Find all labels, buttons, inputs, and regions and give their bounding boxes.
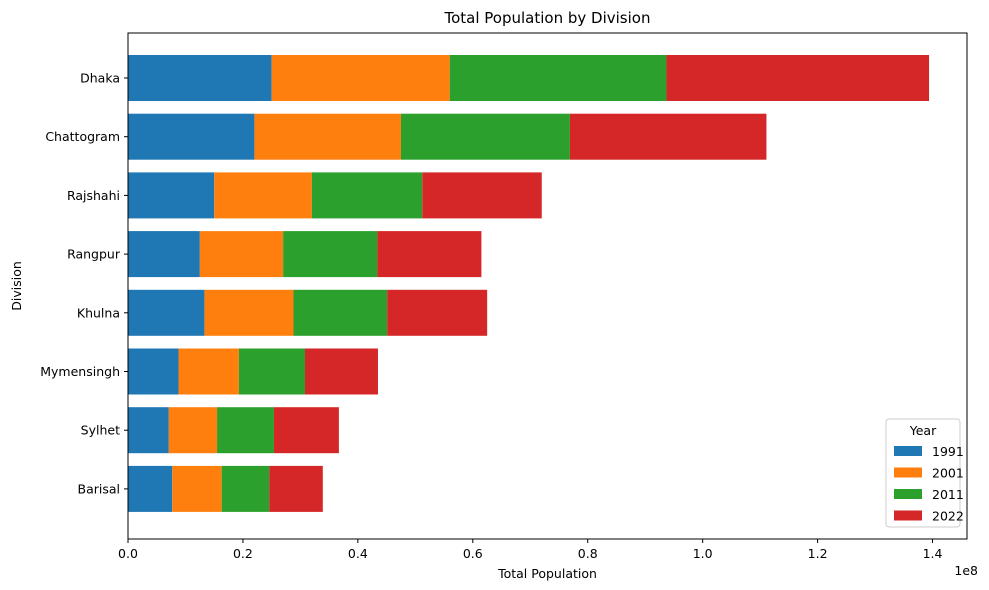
y-tick-label: Rajshahi <box>67 188 120 203</box>
legend-swatch-2011 <box>894 489 922 499</box>
bar-sylhet-2001 <box>168 407 218 454</box>
plot-frame <box>127 32 968 540</box>
legend-label-2011: 2011 <box>932 487 964 502</box>
bar-rangpur-2022 <box>377 231 482 278</box>
bar-khulna-2001 <box>204 289 294 336</box>
y-tick-label: Mymensingh <box>40 364 120 379</box>
bar-khulna-1991 <box>128 289 205 336</box>
x-axis: 0.0 0.2 0.4 0.6 0.8 1.0 1.2 1.4 <box>118 539 943 561</box>
legend-label-1991: 1991 <box>932 444 964 459</box>
bar-mymensingh-2001 <box>178 348 239 395</box>
bar-rangpur-2001 <box>199 231 284 278</box>
bar-barisal-2022 <box>269 465 323 512</box>
y-tick-label: Sylhet <box>81 423 120 438</box>
y-tick-label: Dhaka <box>80 71 120 86</box>
bars-layer <box>128 55 930 512</box>
x-tick-label: 0.4 <box>348 546 368 561</box>
bar-sylhet-1991 <box>128 407 169 454</box>
bar-mymensingh-2011 <box>238 348 305 395</box>
bar-mymensingh-2022 <box>304 348 378 395</box>
y-tick-label: Rangpur <box>67 247 121 262</box>
legend-swatch-2001 <box>894 467 922 478</box>
legend-swatch-1991 <box>894 446 922 456</box>
x-tick-label: 0.0 <box>118 546 138 561</box>
bar-chattogram-2011 <box>400 113 570 160</box>
legend-label-2022: 2022 <box>932 509 964 524</box>
bar-barisal-1991 <box>128 465 173 512</box>
x-tick-label: 0.2 <box>233 546 253 561</box>
bar-chattogram-2022 <box>569 113 767 160</box>
bar-barisal-2011 <box>221 465 270 512</box>
y-tick-label: Barisal <box>78 481 121 496</box>
y-axis: Dhaka Chattogram Rajshahi Rangpur Khulna Myme… <box>40 71 128 496</box>
bar-dhaka-1991 <box>128 55 272 101</box>
bar-chattogram-2001 <box>254 113 401 160</box>
x-axis-label: Total Population <box>497 566 597 581</box>
chart-title: Total Population by Division <box>444 9 651 27</box>
x-tick-label: 0.8 <box>578 546 598 561</box>
bar-dhaka-2001 <box>271 55 450 101</box>
bar-barisal-2001 <box>172 465 222 512</box>
legend: Year 1991 2001 2011 2022 <box>885 418 964 528</box>
x-tick-label: 1.4 <box>923 546 943 561</box>
bar-dhaka-2011 <box>449 55 667 101</box>
bar-rajshahi-2001 <box>214 172 312 219</box>
bar-rajshahi-2022 <box>422 172 542 219</box>
legend-label-2001: 2001 <box>932 466 964 481</box>
y-tick-label: Khulna <box>77 305 120 320</box>
bar-rajshahi-2011 <box>311 172 423 219</box>
bar-khulna-2011 <box>293 289 388 336</box>
x-axis-offset-label: 1e8 <box>954 563 978 578</box>
bar-rangpur-2011 <box>283 231 378 278</box>
bar-mymensingh-1991 <box>128 348 179 395</box>
bar-rangpur-1991 <box>128 231 200 278</box>
legend-title: Year <box>909 423 937 438</box>
bar-sylhet-2011 <box>217 407 274 454</box>
bar-dhaka-2022 <box>666 55 930 101</box>
x-tick-label: 1.0 <box>693 546 713 561</box>
x-tick-label: 1.2 <box>808 546 828 561</box>
bar-chattogram-1991 <box>128 113 255 160</box>
bar-rajshahi-1991 <box>128 172 215 219</box>
bar-khulna-2022 <box>387 289 488 336</box>
y-tick-label: Chattogram <box>45 129 120 144</box>
y-axis-label: Division <box>9 261 24 311</box>
bar-sylhet-2022 <box>273 407 339 454</box>
legend-swatch-2022 <box>894 510 922 521</box>
x-tick-label: 0.6 <box>463 546 483 561</box>
